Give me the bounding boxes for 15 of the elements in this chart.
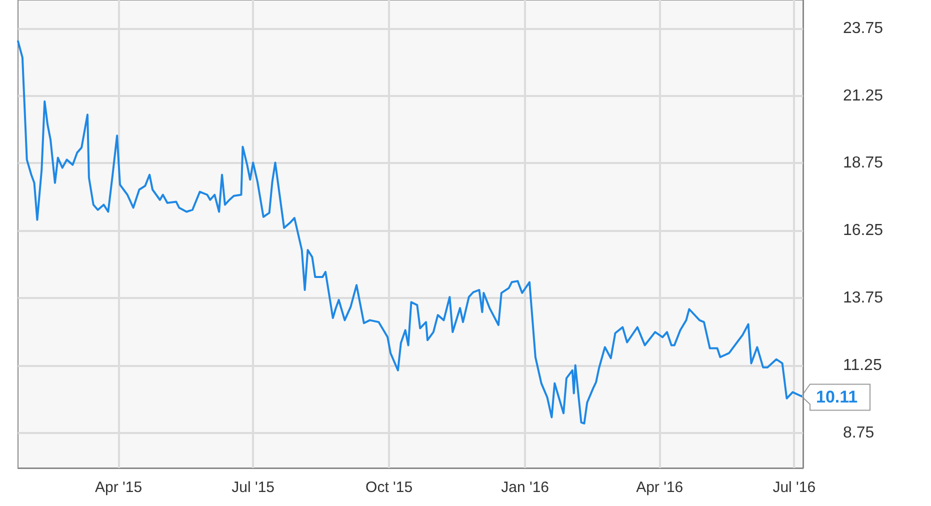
x-tick-label: Apr '15 — [94, 479, 142, 496]
annotation: 10.11 — [816, 388, 858, 407]
x-tick-label: Apr '16 — [636, 479, 684, 496]
y-tick-label: 11.25 — [843, 357, 882, 374]
x-tick-label: Jul '16 — [772, 479, 816, 496]
y-tick-label: 21.25 — [843, 87, 884, 104]
line-series — [17, 40, 803, 424]
y-tick-label: 13.75 — [843, 290, 884, 307]
x-tick-label: Jul '15 — [232, 479, 274, 496]
x-tick-label: Jan '16 — [501, 479, 550, 496]
y-tick-label: 8.75 — [843, 424, 874, 442]
x-tick-label: Oct '15 — [366, 479, 413, 496]
y-tick-label: 23.75 — [843, 20, 884, 37]
y-tick-label: 18.75 — [843, 154, 884, 172]
y-tick-label: 16.25 — [843, 222, 884, 240]
